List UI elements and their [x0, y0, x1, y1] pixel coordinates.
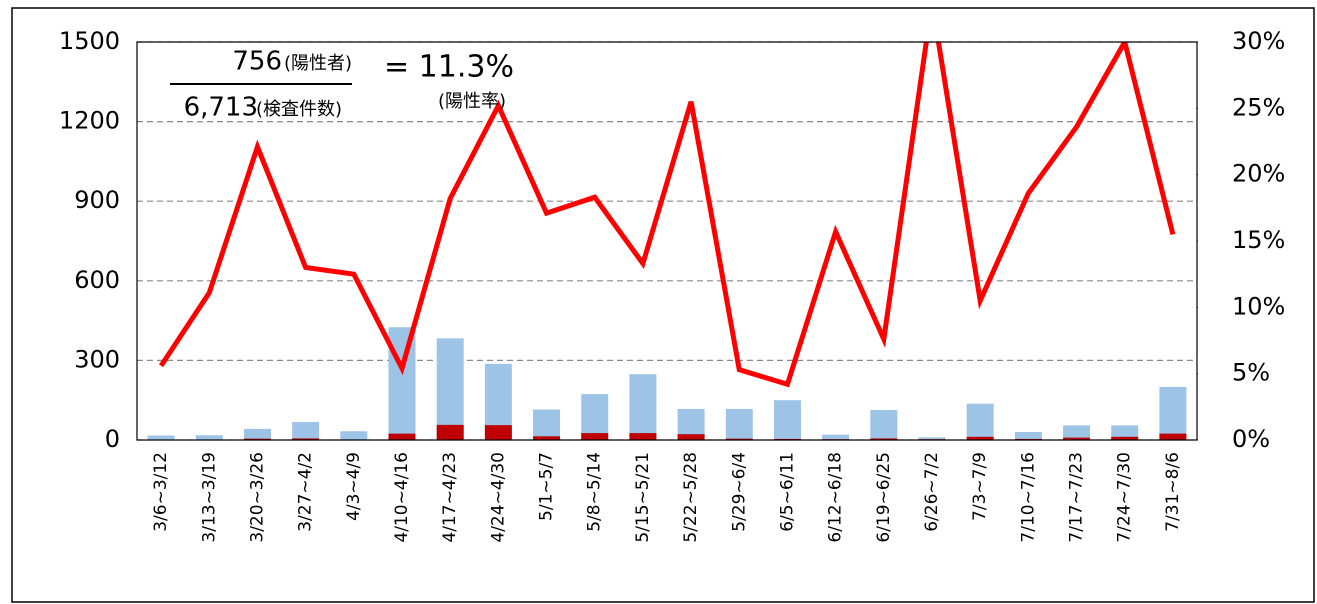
x-tick-label: 3/20~3/26 [247, 452, 267, 543]
bar [725, 408, 753, 440]
y2-tick-label: 0% [1232, 425, 1270, 453]
y2-tick-label: 25% [1232, 93, 1285, 121]
x-tick-label: 6/5~6/11 [777, 452, 797, 532]
bar [1111, 425, 1139, 440]
bar [870, 410, 898, 440]
x-tick-label: 3/13~3/19 [199, 452, 219, 543]
x-tick-label: 3/27~4/2 [296, 452, 316, 532]
bar [629, 433, 657, 440]
bar [870, 438, 898, 440]
x-tick-label: 5/29~6/4 [729, 452, 749, 532]
x-tick-label: 4/3~4/9 [344, 452, 364, 521]
x-tick-label: 7/17~7/23 [1067, 452, 1087, 543]
annotation: 756 (陽性者) 6,713 (検査件数) = 11.3% (陽性率) [170, 47, 514, 123]
x-tick-label: 7/31~8/6 [1163, 452, 1183, 532]
y-tick-label: 1500 [59, 27, 120, 55]
y-tick-label: 600 [74, 266, 120, 294]
bar [147, 435, 175, 440]
x-tick-label: 3/6~3/12 [151, 452, 171, 532]
bar [773, 400, 801, 440]
bar [918, 437, 946, 440]
bar [1063, 425, 1091, 440]
positives: 756 [232, 47, 282, 77]
bar [292, 438, 320, 440]
x-tick-label: 7/3~7/9 [970, 452, 990, 521]
bar [436, 338, 464, 440]
y2-tick-label: 30% [1232, 27, 1285, 55]
bar [581, 433, 609, 440]
bar [243, 438, 271, 440]
chart-border [11, 7, 1315, 603]
bar [1111, 436, 1139, 440]
bar [581, 394, 609, 440]
bar [966, 403, 994, 440]
x-tick-label: 5/15~5/21 [633, 452, 653, 543]
x-tick-label: 6/19~6/25 [874, 452, 894, 543]
x-tick-label: 6/12~6/18 [826, 452, 846, 543]
bar [1063, 437, 1091, 440]
y2-tick-label: 15% [1232, 226, 1285, 254]
bar [195, 435, 223, 440]
bar [677, 434, 705, 440]
x-tick-label: 4/24~4/30 [488, 452, 508, 543]
y-tick-label: 1200 [59, 107, 120, 135]
bar [966, 436, 994, 440]
y2-tick-label: 5% [1232, 359, 1270, 387]
bar [725, 438, 753, 440]
x-tick-label: 6/26~7/2 [922, 452, 942, 532]
y2-tick-label: 10% [1232, 292, 1285, 320]
bar [1014, 432, 1042, 440]
x-tick-label: 7/24~7/30 [1115, 452, 1135, 543]
bar [629, 374, 657, 440]
y-tick-label: 0 [105, 425, 120, 453]
x-tick-label: 5/8~5/14 [585, 452, 605, 532]
rate-line [159, 42, 1176, 388]
bar [533, 436, 561, 440]
bar [484, 425, 512, 440]
x-tick-label: 7/10~7/16 [1018, 452, 1038, 543]
bar [1159, 386, 1187, 440]
bar [822, 434, 850, 440]
positives-label: (陽性者) [284, 53, 352, 74]
x-tick-label: 5/22~5/28 [681, 452, 701, 543]
y2-tick-label: 20% [1232, 160, 1285, 188]
x-tick-label: 4/17~4/23 [440, 452, 460, 543]
y-tick-label: 300 [74, 345, 120, 373]
tests: 6,713 [184, 93, 258, 123]
y-tick-label: 900 [74, 186, 120, 214]
x-tick-label: 4/10~4/16 [392, 452, 412, 543]
bar [340, 431, 368, 440]
tests-label: (検査件数) [256, 99, 342, 120]
bar [243, 428, 271, 440]
bar [388, 433, 416, 440]
rate: = 11.3% [384, 50, 514, 85]
plot-frame [136, 41, 1198, 441]
rate-label: (陽性率) [438, 91, 506, 112]
bar [1159, 433, 1187, 440]
x-tick-label: 5/1~5/7 [537, 452, 557, 521]
plot: 0 300 600 900 1200 1500 0% 5% 10% 15% 20% 25% 30% 3/6… [59, 27, 1285, 543]
bar [436, 424, 464, 440]
bar [292, 421, 320, 440]
bar [533, 409, 561, 440]
